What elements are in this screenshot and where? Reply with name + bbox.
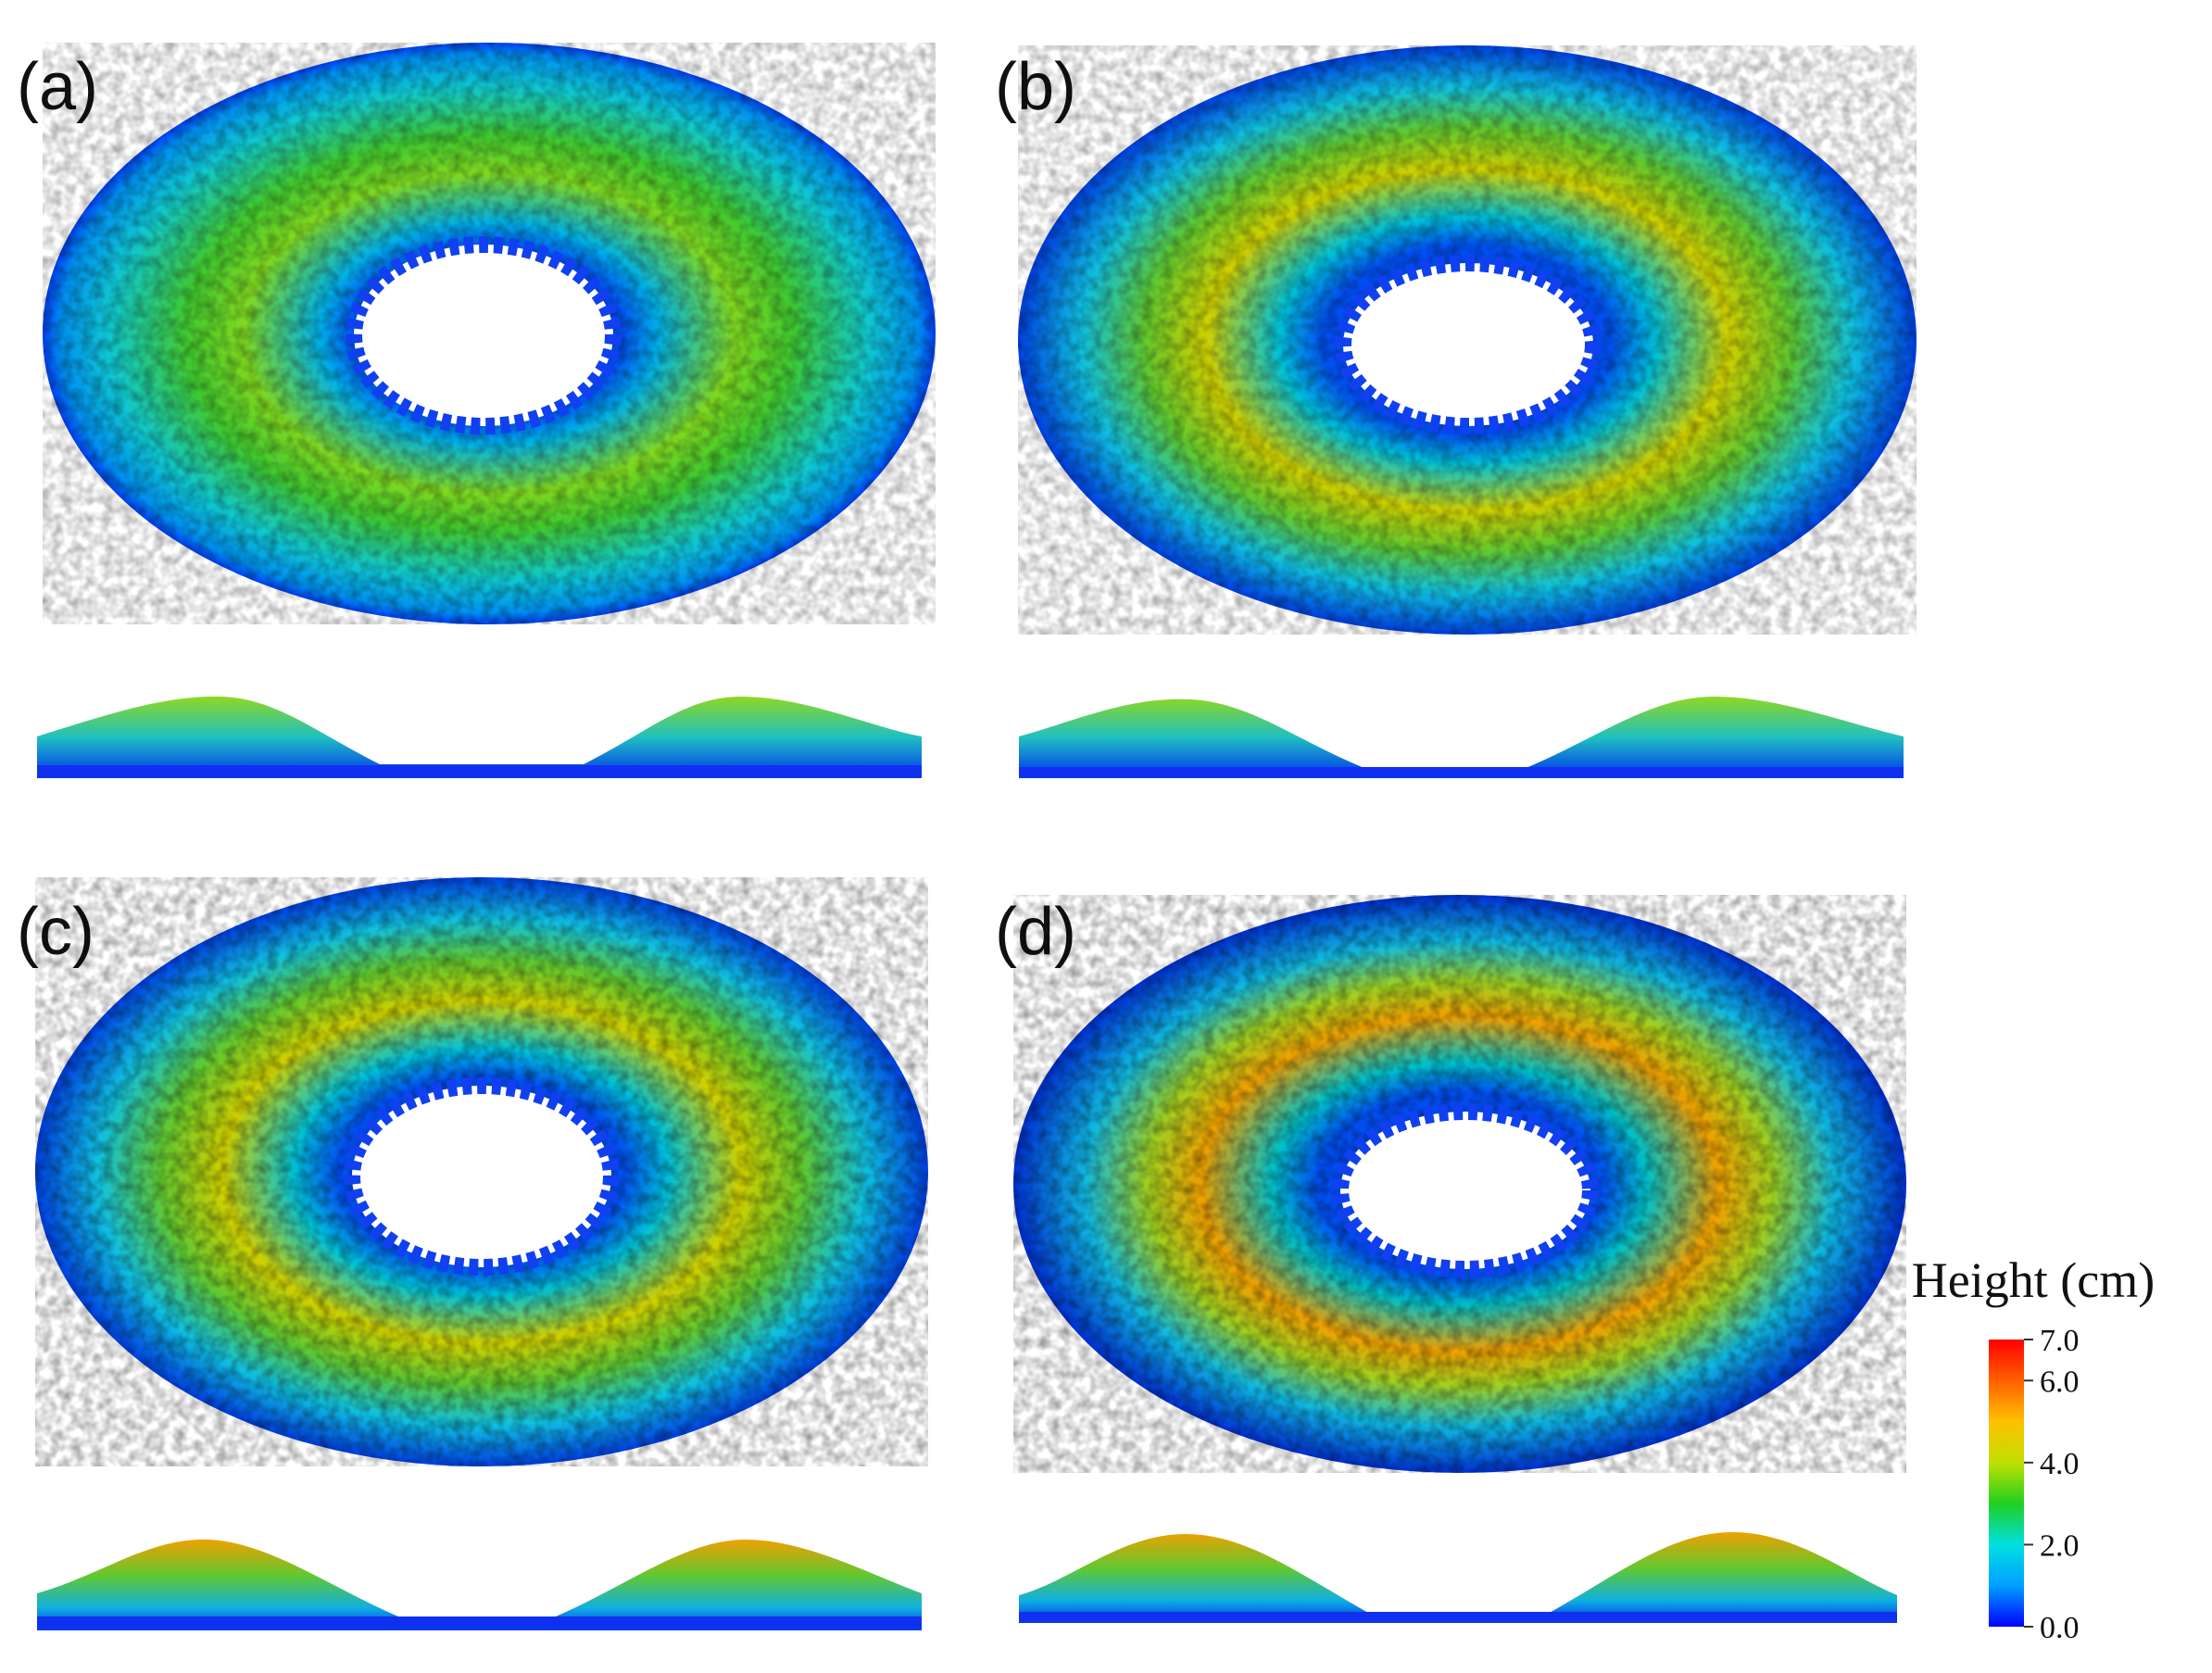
side-view — [1019, 1532, 1897, 1623]
tick-label: 6.0 — [2040, 1365, 2080, 1399]
tick-label: 0.0 — [2040, 1611, 2080, 1645]
side-view — [37, 696, 922, 778]
panel-d: (d) — [995, 895, 1906, 1623]
colorbar-scale — [1989, 1340, 2024, 1627]
hole — [346, 236, 622, 434]
tick-label: 4.0 — [2040, 1447, 2080, 1481]
panel-b: (b) — [995, 45, 1917, 778]
base — [37, 1616, 922, 1628]
tick-label: 2.0 — [2040, 1528, 2080, 1563]
panel-label: (a) — [17, 50, 98, 124]
panel-label: (d) — [995, 895, 1076, 969]
panel-a: (a) — [17, 43, 936, 778]
base — [1019, 1612, 1897, 1623]
panel-c: (c) — [17, 877, 928, 1630]
colorbar: Height (cm) 0.0 2.0 4.0 6.0 7.0 — [1912, 1252, 2155, 1645]
tick-label: 7.0 — [2040, 1324, 2080, 1358]
hole — [344, 1077, 620, 1276]
panel-label: (b) — [995, 50, 1076, 124]
hole — [1335, 255, 1602, 434]
base — [1019, 767, 1904, 776]
panel-label: (c) — [17, 895, 94, 969]
hole — [1332, 1103, 1599, 1277]
side-view — [37, 1539, 922, 1630]
colorbar-title: Height (cm) — [1912, 1252, 2155, 1308]
base — [37, 765, 922, 776]
side-view — [1019, 697, 1904, 778]
